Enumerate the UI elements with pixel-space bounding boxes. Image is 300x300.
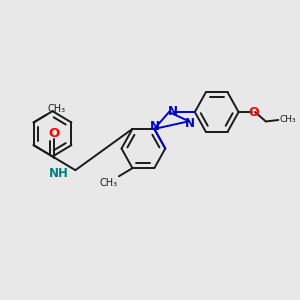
Text: N: N (185, 117, 195, 130)
Text: O: O (49, 127, 60, 140)
Text: CH₃: CH₃ (279, 116, 296, 124)
Text: NH: NH (49, 167, 69, 180)
Text: N: N (168, 105, 178, 118)
Text: CH₃: CH₃ (100, 178, 118, 188)
Text: CH₃: CH₃ (47, 104, 65, 114)
Text: O: O (248, 106, 259, 118)
Text: N: N (150, 120, 160, 133)
